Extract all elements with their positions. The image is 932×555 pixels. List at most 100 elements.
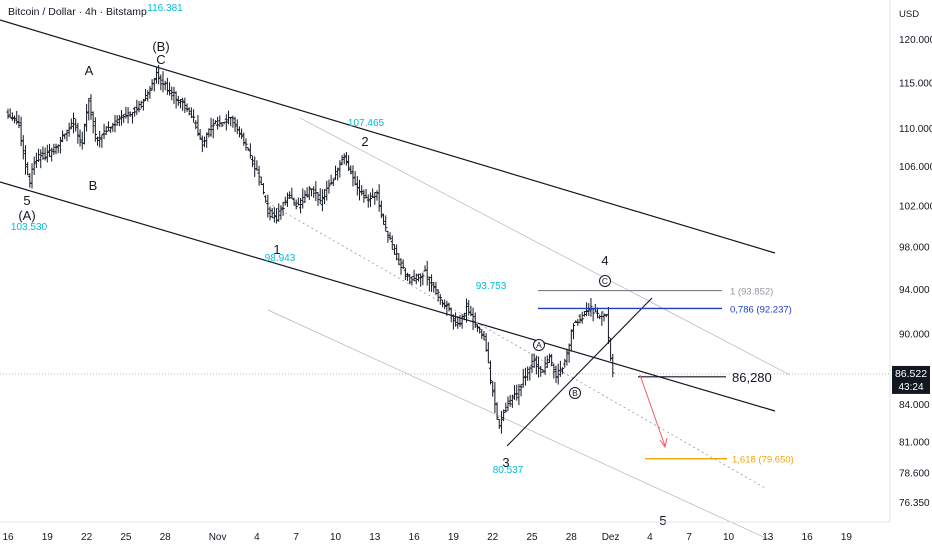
price-bar — [117, 114, 121, 127]
parallel-line-lower — [267, 309, 771, 541]
price-bar — [154, 66, 159, 84]
price-bar — [316, 192, 320, 207]
price-bar — [202, 136, 207, 148]
price-bar — [342, 153, 346, 165]
price-bar — [183, 97, 187, 114]
price-bar — [453, 312, 458, 327]
price-tick-label: 120.000 — [899, 35, 932, 46]
price-bar — [211, 118, 215, 139]
price-bar — [26, 162, 30, 176]
price-bar — [130, 112, 135, 124]
price-bar — [266, 194, 270, 218]
price-bar — [539, 365, 543, 377]
price-bar — [475, 324, 480, 332]
price-bar — [576, 318, 580, 326]
price-bar — [384, 215, 388, 232]
time-tick-label: 10 — [330, 532, 342, 543]
price-bar — [194, 120, 198, 130]
price-tick-label: 94.000 — [899, 285, 930, 296]
price-bar — [471, 307, 475, 331]
price-bar — [322, 189, 327, 205]
price-bar — [467, 300, 471, 316]
circled-wave-A: A — [533, 339, 545, 351]
price-bar — [268, 206, 272, 221]
price-bar — [170, 86, 174, 101]
time-tick-label: 28 — [566, 532, 578, 543]
price-bar — [434, 282, 438, 296]
price-bar — [113, 115, 117, 133]
last-price-tag — [892, 365, 930, 394]
time-tick-label: 16 — [802, 532, 814, 543]
price-tick-label: 115.000 — [899, 79, 932, 90]
price-bar — [312, 186, 316, 198]
price-bar — [478, 326, 482, 334]
price-bar — [405, 272, 410, 281]
wedge-support-line — [506, 297, 653, 447]
price-bar — [510, 394, 514, 408]
price-bar — [21, 135, 25, 160]
price-bar — [425, 260, 429, 286]
price-bar — [198, 129, 202, 140]
wave-labels: 5(A)AB(B)C12345103.530116.38198.943107.4… — [11, 3, 667, 528]
price-bar — [139, 100, 143, 109]
price-bar — [587, 303, 591, 316]
price-bar — [250, 155, 255, 168]
price-bar — [366, 194, 370, 208]
price-bar — [560, 367, 565, 375]
price-bar — [495, 402, 499, 420]
price-bar — [351, 165, 355, 187]
price-bar — [143, 88, 148, 102]
price-tick-label: 81.000 — [899, 437, 930, 448]
price-bar — [416, 273, 421, 282]
price-bar — [93, 117, 97, 142]
circle-outline — [533, 339, 545, 351]
price-bars — [6, 65, 615, 434]
price-tick-label: 78.600 — [899, 468, 930, 479]
price-bar — [28, 173, 32, 188]
price-bar — [224, 114, 228, 131]
price-bar — [235, 119, 239, 135]
price-bar — [264, 195, 268, 203]
wave-label-A-paren: (A) — [18, 208, 35, 223]
wave-label-5-left: 5 — [23, 193, 30, 208]
price-bar — [109, 126, 113, 133]
price-bar — [373, 192, 377, 205]
time-tick-label: 19 — [841, 532, 853, 543]
price-tick-label: 90.000 — [899, 330, 930, 341]
currency-label[interactable]: USD — [899, 9, 920, 20]
price-bar — [602, 313, 606, 322]
price-bar — [89, 94, 93, 120]
price-bar — [172, 86, 176, 104]
price-bar — [133, 106, 137, 117]
price-bar — [47, 143, 52, 158]
price-bar — [259, 176, 263, 186]
price-bar — [327, 179, 331, 194]
price-bar — [325, 180, 329, 201]
price-bar — [69, 118, 73, 130]
price-bar — [54, 143, 58, 155]
price-bar — [436, 289, 440, 302]
fib-1618-label: 1,618 (79.650) — [732, 455, 794, 466]
time-tick-label: Nov — [209, 532, 227, 543]
price-bar — [76, 122, 80, 144]
price-bar — [574, 320, 578, 323]
price-bar — [532, 353, 536, 368]
price-bar — [104, 126, 108, 136]
price-bar — [261, 182, 266, 195]
price-bar — [545, 355, 549, 369]
price-bar — [486, 341, 490, 364]
time-tick-label: 22 — [81, 532, 93, 543]
price-bar — [305, 187, 309, 198]
price-bar — [412, 269, 416, 282]
price-bar — [506, 396, 510, 411]
price-bar — [515, 384, 519, 401]
price-bar — [257, 165, 261, 186]
wave-label-5-right: 5 — [659, 513, 666, 528]
level-86280-label: 86,280 — [732, 370, 772, 385]
price-bar — [303, 190, 307, 203]
price-bar — [174, 91, 178, 109]
price-bar — [371, 188, 375, 198]
fib-1-label: 1 (93.852) — [730, 287, 773, 298]
price-label-107465: 107.465 — [348, 118, 385, 129]
